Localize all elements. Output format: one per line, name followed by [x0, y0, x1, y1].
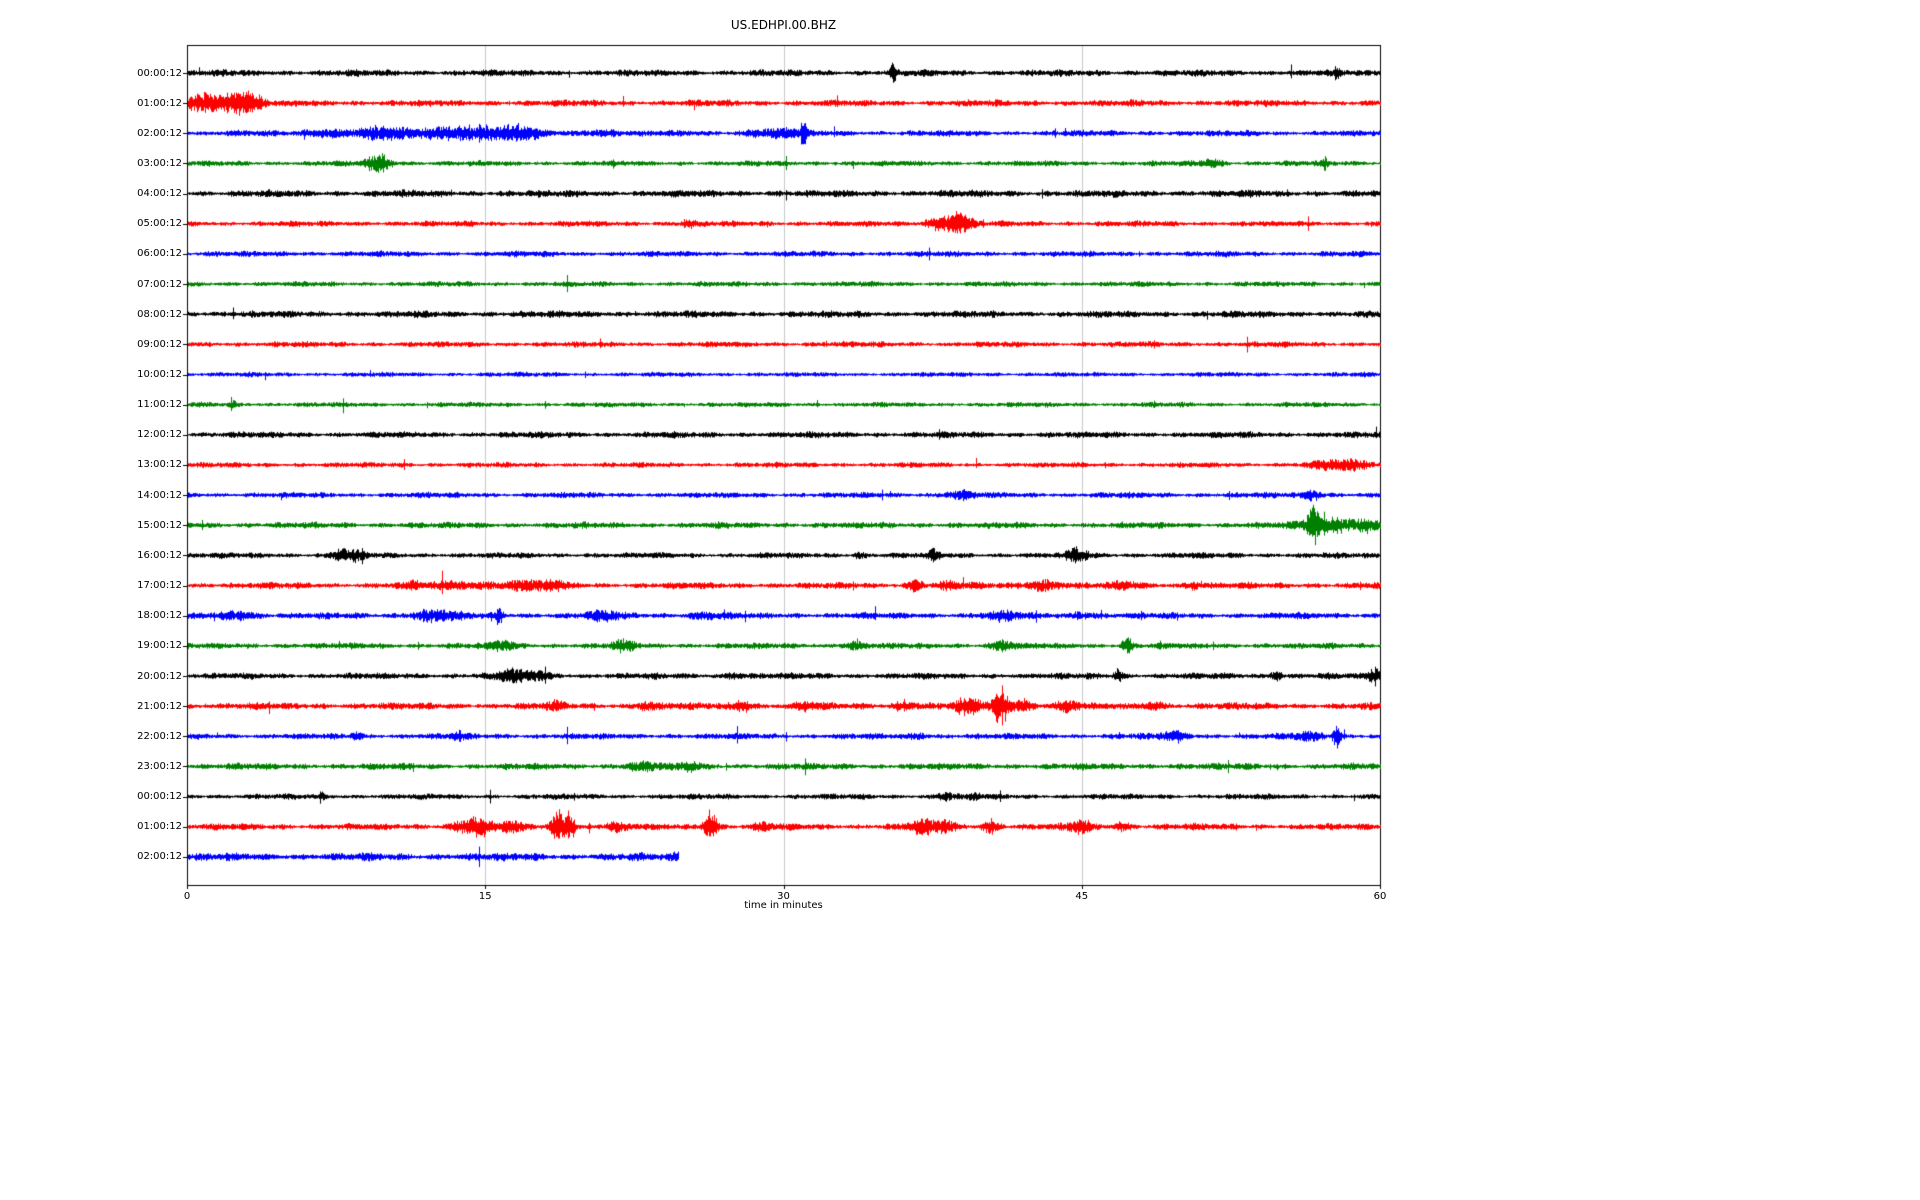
trace-time-label: 23:00:12	[137, 760, 182, 772]
chart-title: US.EDHPI.00.BHZ	[730, 18, 837, 32]
trace-time-label: 00:00:12	[137, 67, 182, 79]
trace-time-label: 18:00:12	[137, 610, 182, 622]
trace-time-label: 06:00:12	[137, 248, 182, 260]
trace-time-label: 21:00:12	[137, 700, 182, 712]
trace-time-label: 04:00:12	[137, 188, 182, 200]
trace-time-label: 22:00:12	[137, 730, 182, 742]
trace-time-label: 05:00:12	[137, 218, 182, 230]
trace-time-label: 13:00:12	[137, 459, 182, 471]
trace-time-label: 01:00:12	[137, 97, 182, 109]
trace-time-label: 00:00:12	[137, 791, 182, 803]
trace-time-label: 11:00:12	[137, 399, 182, 411]
trace-time-label: 20:00:12	[137, 670, 182, 682]
trace-time-label: 15:00:12	[137, 519, 182, 531]
x-tick-label: 60	[1373, 891, 1387, 902]
trace-time-label: 02:00:12	[137, 851, 182, 863]
x-tick-label: 45	[1075, 891, 1089, 902]
trace-time-label: 19:00:12	[137, 640, 182, 652]
trace-time-label: 17:00:12	[137, 580, 182, 592]
trace-time-label: 12:00:12	[137, 429, 182, 441]
trace-time-label: 10:00:12	[137, 369, 182, 380]
trace-time-label: 08:00:12	[137, 308, 182, 320]
trace-time-label: 01:00:12	[137, 821, 182, 833]
trace-time-label: 07:00:12	[137, 278, 182, 290]
trace-time-label: 14:00:12	[137, 489, 182, 501]
trace-time-label: 03:00:12	[137, 157, 182, 169]
trace-time-label: 09:00:12	[137, 338, 182, 350]
x-tick-label: 30	[777, 891, 790, 902]
x-tick-label: 15	[478, 891, 492, 902]
trace-time-label: 02:00:12	[137, 127, 182, 139]
x-tick-label: 0	[183, 891, 191, 902]
x-axis-label: time in minutes	[744, 900, 823, 911]
trace-time-label: 16:00:12	[137, 549, 182, 561]
